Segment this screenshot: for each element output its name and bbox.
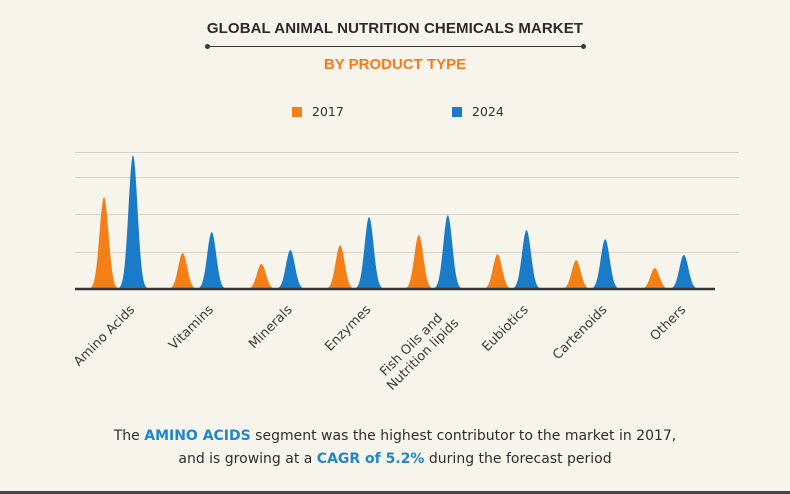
caption-line-2: and is growing at a CAGR of 5.2% during … [0,451,790,467]
x-tick-label: Amino Acids [71,302,138,369]
legend-item-2017: 2017 [292,104,344,119]
peak-2024-minerals [276,250,305,289]
x-tick-label: Fish Oils andNutrition lipids [374,305,463,394]
x-tick-label: Eubiotics [479,302,531,354]
peak-2024-eubiotics [512,230,541,289]
caption-text: during the forecast period [424,451,612,467]
caption-line-1: The AMINO ACIDS segment was the highest … [0,428,790,444]
peak-2017-vitamins [168,253,197,289]
legend-swatch-2017 [292,106,302,117]
legend-swatch-2024 [452,106,462,117]
x-tick-label: Enzymes [322,302,374,354]
peak-2017-eubiotics [483,254,512,289]
peak-2024-enzymes [355,217,384,289]
peak-2017-cartenoids [562,260,591,289]
caption-highlight-cagr: CAGR of 5.2% [316,451,425,467]
peak-2024-cartenoids [591,239,620,289]
legend-item-2024: 2024 [452,104,504,119]
rule-dot-right [581,44,586,49]
peak-2024-amino-acids [119,155,147,288]
peak-2024-others [669,254,698,289]
x-tick-label: Cartenoids [550,302,610,362]
chart-plot: Amino Acids Vitamins Minerals Enzymes Fish O… [71,152,739,394]
peak-2017-amino-acids [90,197,118,289]
legend-label-2017: 2017 [312,104,344,119]
legend-label-2024: 2024 [472,104,504,119]
peak-2017-minerals [247,263,276,289]
chart-subtitle: BY PRODUCT TYPE [323,56,467,73]
title-divider [207,46,583,47]
bottom-border [0,491,790,494]
caption-text: and is growing at a [178,451,317,467]
x-tick-label: Others [648,302,690,344]
peak-2024-fish-oils-and-nutrition-lipids [433,215,462,289]
peak-2017-enzymes [326,245,355,289]
peak-2017-fish-oils-and-nutrition-lipids [404,235,433,289]
x-tick-label: Minerals [246,302,295,351]
caption-text: segment was the highest contributor to t… [250,428,677,444]
peak-2017-others [640,268,669,289]
peak-2024-vitamins [197,232,226,289]
caption-text: The [113,428,140,444]
x-tick-label: Vitamins [166,302,217,353]
caption-highlight-segment: AMINO ACIDS [144,428,251,444]
chart-title: GLOBAL ANIMAL NUTRITION CHEMICALS MARKET [206,20,584,37]
